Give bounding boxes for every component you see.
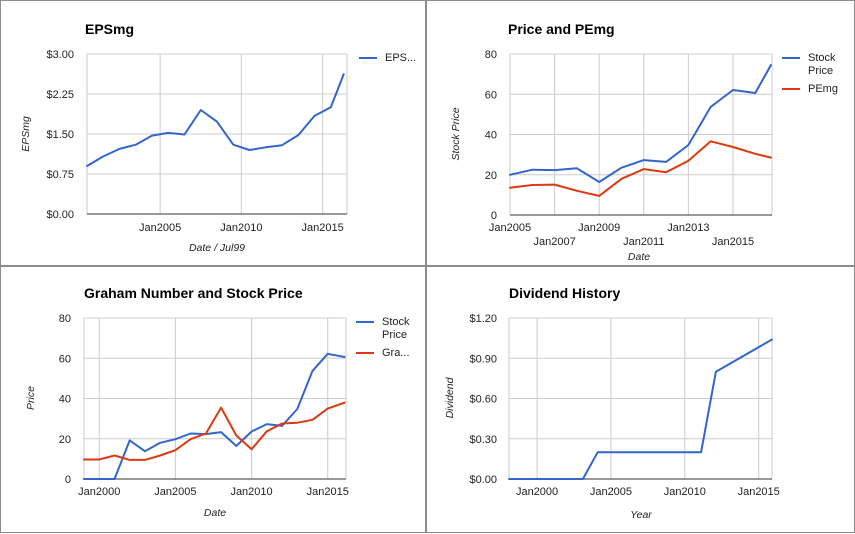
price-pemg-y-tick-label: 80 bbox=[485, 49, 497, 61]
eps-y-tick-label: $0.00 bbox=[46, 209, 74, 221]
graham-chart-ylabel: Price bbox=[25, 386, 37, 410]
graham-y-tick-label: 20 bbox=[59, 434, 71, 446]
graham-x-tick-label: Jan2015 bbox=[307, 486, 349, 498]
price-pemg-legend-label-0: Stock bbox=[808, 52, 836, 64]
dividend-chart: Dividend History $0.00 $0.30 $0.60 $0.90 $1.… bbox=[444, 285, 780, 521]
graham-legend-label-0: Stock bbox=[382, 316, 410, 328]
graham-y-tick-label: 80 bbox=[59, 313, 71, 325]
price-pemg-chart-ylabel: Stock Price bbox=[450, 107, 462, 160]
dividend-chart-xlabel: Year bbox=[630, 509, 652, 521]
graham-x-tick-label: Jan2000 bbox=[78, 486, 120, 498]
price-pemg-chart-title: Price and PEmg bbox=[508, 21, 615, 37]
dividend-y-tick-label: $1.20 bbox=[469, 313, 497, 325]
eps-y-tick-label: $1.50 bbox=[46, 129, 74, 141]
price-pemg-series-line-1 bbox=[509, 140, 772, 197]
eps-x-tick-label: Jan2015 bbox=[302, 222, 344, 234]
dividend-y-tick-label: $0.90 bbox=[469, 353, 497, 365]
price-pemg-x-tick-label: Jan2013 bbox=[667, 222, 709, 234]
eps-chart-ylabel: EPSmg bbox=[20, 116, 32, 152]
dividend-chart-ylabel: Dividend bbox=[444, 376, 456, 418]
graham-chart-xlabel: Date bbox=[204, 507, 226, 519]
graham-y-tick-label: 0 bbox=[65, 474, 71, 486]
graham-x-tick-label: Jan2010 bbox=[230, 486, 272, 498]
graham-chart: Graham Number and Stock Price 020406080 … bbox=[25, 285, 410, 519]
graham-chart-title: Graham Number and Stock Price bbox=[84, 285, 303, 301]
eps-x-tick-label: Jan2010 bbox=[220, 222, 262, 234]
price-pemg-chart-xlabel: Date bbox=[628, 251, 650, 263]
dividend-chart-panel: Dividend History $0.00 $0.30 $0.60 $0.90 $1.… bbox=[426, 266, 855, 533]
eps-chart: EPSmg $0.00 $0.75 $1.50 $2.25 $3.00 Jan2005 J… bbox=[20, 21, 416, 254]
price-pemg-x-tick-label: Jan2009 bbox=[578, 222, 620, 234]
eps-x-tick-label: Jan2005 bbox=[139, 222, 181, 234]
price-pemg-y-tick-label: 20 bbox=[485, 170, 497, 182]
price-pemg-series-line-0 bbox=[509, 64, 772, 183]
eps-series-line-0 bbox=[86, 73, 345, 167]
graham-series-line-0 bbox=[83, 352, 346, 480]
dividend-y-tick-label: $0.30 bbox=[469, 434, 497, 446]
graham-x-tick-label: Jan2005 bbox=[154, 486, 196, 498]
price-pemg-legend-label-0: Price bbox=[808, 65, 833, 77]
dividend-x-tick-label: Jan2005 bbox=[590, 486, 632, 498]
eps-chart-xlabel: Date / Jul99 bbox=[189, 242, 245, 254]
price-pemg-x-tick-label: Jan2007 bbox=[533, 236, 575, 248]
dividend-x-tick-label: Jan2010 bbox=[664, 486, 706, 498]
eps-y-tick-label: $3.00 bbox=[46, 49, 74, 61]
graham-series-line-1 bbox=[83, 401, 346, 461]
eps-legend-label-0: EPS... bbox=[385, 52, 416, 64]
price-pemg-chart-panel: Price and PEmg 0 20 40 60 80 Jan2005 Jan2007 J… bbox=[426, 0, 855, 266]
dividend-y-tick-label: $0.60 bbox=[469, 394, 497, 406]
graham-y-tick-label: 40 bbox=[59, 394, 71, 406]
eps-chart-title: EPSmg bbox=[85, 21, 134, 37]
dividend-chart-title: Dividend History bbox=[509, 285, 620, 301]
price-pemg-x-tick-label: Jan2005 bbox=[489, 222, 531, 234]
graham-legend-label-1: Gra... bbox=[382, 347, 410, 359]
graham-chart-panel: Graham Number and Stock Price 0 20 40 60 80 … bbox=[0, 266, 426, 533]
price-pemg-x-tick-label: Jan2015 bbox=[712, 236, 754, 248]
price-pemg-y-tick-label: 0 bbox=[491, 210, 497, 222]
graham-legend-label-0: Price bbox=[382, 329, 407, 341]
eps-y-tick-label: $0.75 bbox=[46, 169, 74, 181]
dividend-x-tick-label: Jan2015 bbox=[738, 486, 780, 498]
dividend-series-line-0 bbox=[508, 338, 773, 480]
eps-chart-panel: EPSmg $0.00 $0.75 $1.50 $2.25 $3.00 Jan2005 J… bbox=[0, 0, 426, 266]
price-pemg-x-tick-label: Jan2011 bbox=[623, 236, 664, 248]
dividend-x-tick-label: Jan2000 bbox=[516, 486, 558, 498]
price-pemg-y-tick-label: 40 bbox=[485, 130, 497, 142]
graham-y-tick-label: 60 bbox=[59, 353, 71, 365]
price-pemg-y-tick-label: 60 bbox=[485, 89, 497, 101]
dividend-y-tick-label: $0.00 bbox=[469, 474, 497, 486]
price-pemg-legend-label-1: PEmg bbox=[808, 83, 838, 95]
eps-y-tick-label: $2.25 bbox=[46, 89, 74, 101]
